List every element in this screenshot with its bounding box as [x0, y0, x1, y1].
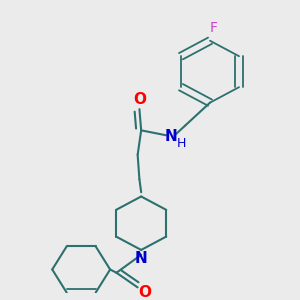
Text: H: H	[177, 137, 187, 150]
Text: O: O	[133, 92, 146, 107]
Text: F: F	[209, 21, 217, 35]
Text: N: N	[165, 129, 178, 144]
Text: O: O	[138, 285, 151, 300]
Text: N: N	[135, 250, 148, 266]
